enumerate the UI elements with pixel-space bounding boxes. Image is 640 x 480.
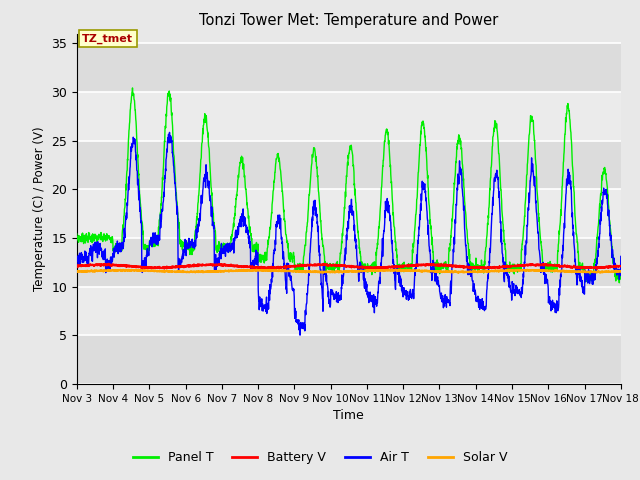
- Air T: [225, 245, 232, 251]
- Bar: [77, 189, 621, 238]
- Bar: [77, 287, 621, 336]
- Battery V: [570, 264, 577, 270]
- Battery V: [105, 261, 113, 266]
- Air T: [508, 288, 515, 294]
- Panel T: [616, 280, 623, 286]
- Text: TZ_tmet: TZ_tmet: [82, 34, 133, 44]
- Air T: [166, 130, 173, 135]
- Air T: [296, 332, 304, 338]
- Panel T: [129, 85, 136, 91]
- Air T: [73, 253, 81, 259]
- Solar V: [240, 267, 248, 273]
- Solar V: [377, 267, 385, 273]
- Bar: [77, 92, 621, 141]
- Air T: [570, 233, 577, 239]
- Bar: [77, 238, 621, 287]
- Bar: [77, 43, 621, 92]
- Panel T: [73, 231, 81, 237]
- Battery V: [267, 266, 275, 272]
- Air T: [377, 268, 385, 274]
- Panel T: [376, 204, 384, 209]
- Battery V: [73, 264, 81, 269]
- Solar V: [508, 267, 515, 273]
- Air T: [617, 253, 625, 259]
- Panel T: [584, 274, 592, 279]
- Bar: [77, 141, 621, 189]
- Battery V: [225, 263, 232, 269]
- Line: Panel T: Panel T: [77, 88, 621, 283]
- Solar V: [617, 269, 625, 275]
- Panel T: [507, 265, 515, 271]
- Solar V: [570, 268, 577, 274]
- Solar V: [319, 270, 327, 276]
- Title: Tonzi Tower Met: Temperature and Power: Tonzi Tower Met: Temperature and Power: [199, 13, 499, 28]
- Solar V: [73, 268, 81, 274]
- Battery V: [377, 264, 385, 270]
- Solar V: [365, 267, 372, 273]
- Panel T: [365, 266, 372, 272]
- Battery V: [617, 263, 625, 269]
- Legend: Panel T, Battery V, Air T, Solar V: Panel T, Battery V, Air T, Solar V: [128, 446, 512, 469]
- Solar V: [225, 267, 232, 273]
- Panel T: [225, 249, 232, 255]
- Panel T: [617, 267, 625, 273]
- Battery V: [584, 264, 592, 270]
- Battery V: [508, 264, 515, 269]
- Panel T: [569, 168, 577, 174]
- Solar V: [584, 269, 592, 275]
- X-axis label: Time: Time: [333, 409, 364, 422]
- Air T: [584, 275, 592, 280]
- Y-axis label: Temperature (C) / Power (V): Temperature (C) / Power (V): [33, 127, 45, 291]
- Battery V: [365, 265, 372, 271]
- Line: Battery V: Battery V: [77, 264, 621, 269]
- Air T: [365, 300, 372, 305]
- Bar: [77, 336, 621, 384]
- Line: Solar V: Solar V: [77, 270, 621, 273]
- Line: Air T: Air T: [77, 132, 621, 335]
